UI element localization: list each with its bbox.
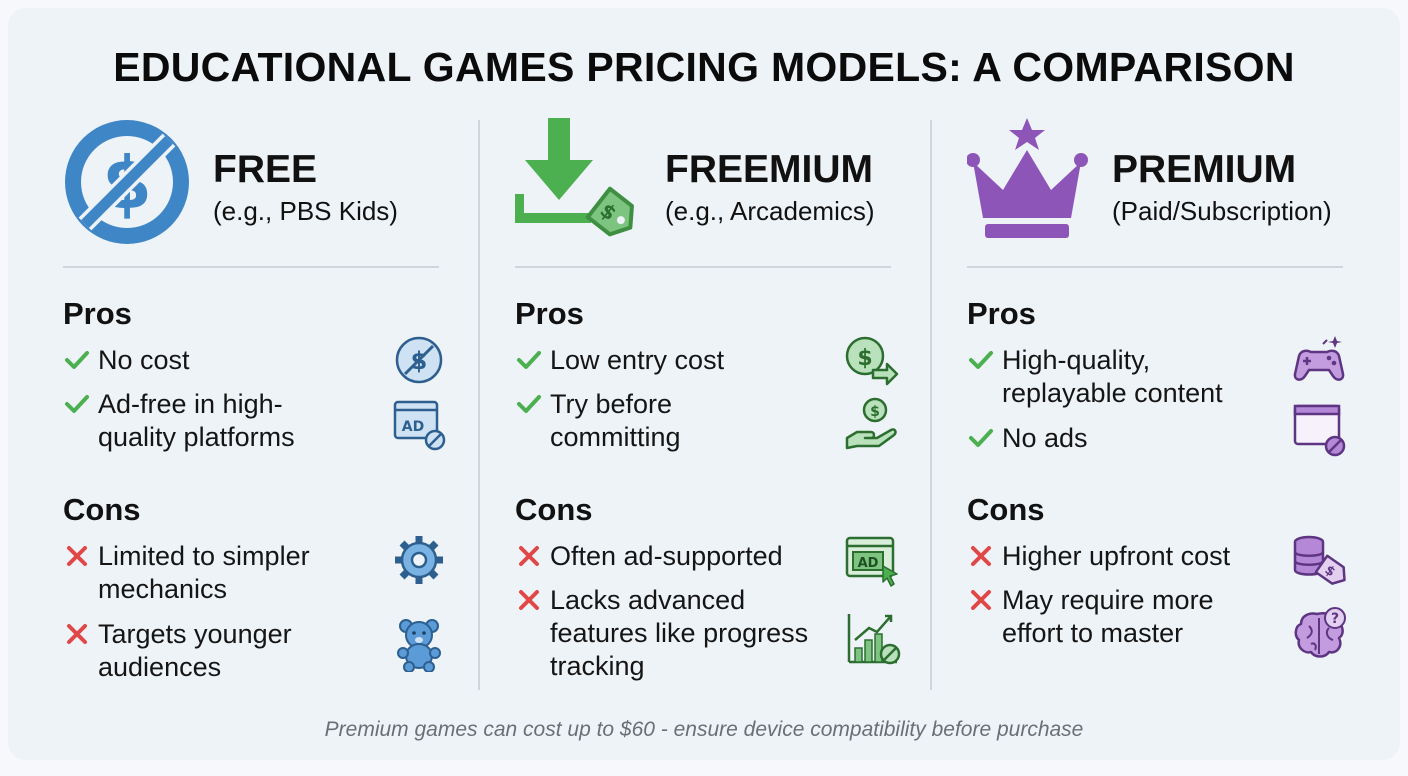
divider bbox=[63, 266, 439, 268]
con-text: Lacks advanced bbox=[550, 585, 746, 615]
check-icon bbox=[65, 395, 89, 413]
check-icon bbox=[65, 351, 89, 369]
model-name: FREE bbox=[213, 148, 318, 191]
hand-coin-icon: $ bbox=[845, 397, 897, 450]
cons-heading: Cons bbox=[967, 492, 1045, 527]
no-dollar-icon: $ bbox=[395, 336, 443, 384]
svg-text:AD: AD bbox=[858, 556, 879, 571]
pros-heading: Pros bbox=[967, 296, 1036, 331]
divider bbox=[515, 266, 891, 268]
cons-heading: Cons bbox=[515, 492, 593, 527]
pros-heading: Pros bbox=[515, 296, 584, 331]
model-subtitle: (e.g., PBS Kids) bbox=[213, 196, 398, 226]
con-text: features like progress bbox=[550, 618, 809, 648]
dollar-arrow-icon: $ bbox=[845, 336, 899, 386]
column-free: $ FREE (e.g., PBS Kids) Pros No cost Ad-… bbox=[63, 118, 503, 688]
pro-text: replayable content bbox=[1002, 378, 1223, 408]
coins-tag-icon: $ bbox=[1293, 535, 1346, 585]
crown-icon bbox=[967, 118, 1088, 238]
column-freemium: $ FREEMIUM (e.g., Arcademics) Pros Low e… bbox=[515, 118, 955, 688]
con-text: tracking bbox=[550, 651, 645, 681]
footer-note: Premium games can cost up to $60 - ensur… bbox=[324, 718, 1084, 741]
con-text: effort to master bbox=[1002, 618, 1184, 648]
pro-text: Low entry cost bbox=[550, 345, 725, 375]
cross-icon bbox=[67, 624, 87, 644]
infographic: EDUCATIONAL GAMES PRICING MODELS: A COMP… bbox=[8, 8, 1400, 760]
model-name: PREMIUM bbox=[1112, 148, 1297, 191]
svg-text:$: $ bbox=[857, 346, 872, 371]
svg-text:$: $ bbox=[870, 404, 880, 420]
no-dollar-icon: $ bbox=[65, 120, 189, 244]
cross-icon bbox=[519, 546, 539, 566]
con-text: Targets younger bbox=[98, 619, 292, 649]
pros-heading: Pros bbox=[63, 296, 132, 331]
cross-icon bbox=[67, 546, 87, 566]
con-text: audiences bbox=[98, 652, 222, 682]
cons-heading: Cons bbox=[63, 492, 141, 527]
pro-text: committing bbox=[550, 422, 681, 452]
check-icon bbox=[517, 395, 541, 413]
ad-window-icon: AD bbox=[845, 536, 898, 587]
pro-text: No ads bbox=[1002, 423, 1088, 453]
window-blocked-icon bbox=[1293, 404, 1346, 457]
pro-text: Try before bbox=[550, 389, 673, 419]
check-icon bbox=[969, 429, 993, 447]
svg-text:?: ? bbox=[1331, 611, 1339, 627]
ad-blocked-icon: AD bbox=[393, 400, 446, 451]
pro-text: Ad-free in high- bbox=[98, 389, 283, 419]
svg-text:AD: AD bbox=[402, 419, 424, 435]
model-subtitle: (e.g., Arcademics) bbox=[665, 196, 875, 226]
cross-icon bbox=[519, 590, 539, 610]
column-divider bbox=[478, 120, 480, 690]
pro-text: No cost bbox=[98, 345, 190, 375]
gamepad-icon bbox=[1293, 336, 1345, 381]
con-text: May require more bbox=[1002, 585, 1214, 615]
column-divider bbox=[930, 120, 932, 690]
model-subtitle: (Paid/Subscription) bbox=[1112, 196, 1332, 226]
page-title: EDUCATIONAL GAMES PRICING MODELS: A COMP… bbox=[113, 44, 1295, 90]
pro-text: quality platforms bbox=[98, 422, 295, 452]
model-name: FREEMIUM bbox=[665, 148, 873, 191]
con-text: mechanics bbox=[98, 574, 228, 604]
con-text: Limited to simpler bbox=[98, 541, 310, 571]
cross-icon bbox=[971, 590, 991, 610]
check-icon bbox=[969, 351, 993, 369]
divider bbox=[967, 266, 1343, 268]
brain-question-icon: ? bbox=[1294, 607, 1346, 658]
con-text: Higher upfront cost bbox=[1002, 541, 1231, 571]
pro-text: High-quality, bbox=[1002, 345, 1151, 375]
download-tag-icon: $ bbox=[515, 118, 634, 237]
cross-icon bbox=[971, 546, 991, 566]
check-icon bbox=[517, 351, 541, 369]
column-premium: PREMIUM (Paid/Subscription) Pros High-qu… bbox=[967, 118, 1407, 688]
con-text: Often ad-supported bbox=[550, 541, 783, 571]
gear-icon bbox=[395, 536, 443, 584]
teddy-bear-icon bbox=[397, 619, 441, 672]
chart-blocked-icon bbox=[847, 614, 901, 665]
